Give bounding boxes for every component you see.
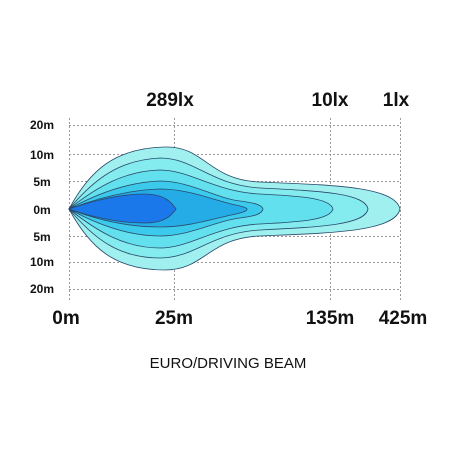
y-tick-label: 0m [33, 203, 50, 217]
y-tick-label: 10m [30, 148, 54, 162]
lux-label-289lx: 289lx [146, 90, 194, 111]
y-tick-label: 20m [30, 118, 54, 132]
y-tick-label: 20m [30, 282, 54, 296]
x-tick-label: 0m [52, 308, 79, 329]
x-tick-label: 425m [379, 308, 428, 329]
chart-title: EURO/DRIVING BEAM [150, 355, 307, 372]
lux-label-1lx: 1lx [383, 90, 410, 111]
y-tick-label: 5m [33, 230, 50, 244]
x-tick-label: 25m [155, 308, 193, 329]
beam-contour-6 [67, 193, 177, 224]
beam-contours [67, 146, 401, 271]
x-tick-label: 135m [306, 308, 355, 329]
lux-label-10lx: 10lx [312, 90, 349, 111]
y-tick-label: 5m [33, 175, 50, 189]
y-tick-label: 10m [30, 255, 54, 269]
